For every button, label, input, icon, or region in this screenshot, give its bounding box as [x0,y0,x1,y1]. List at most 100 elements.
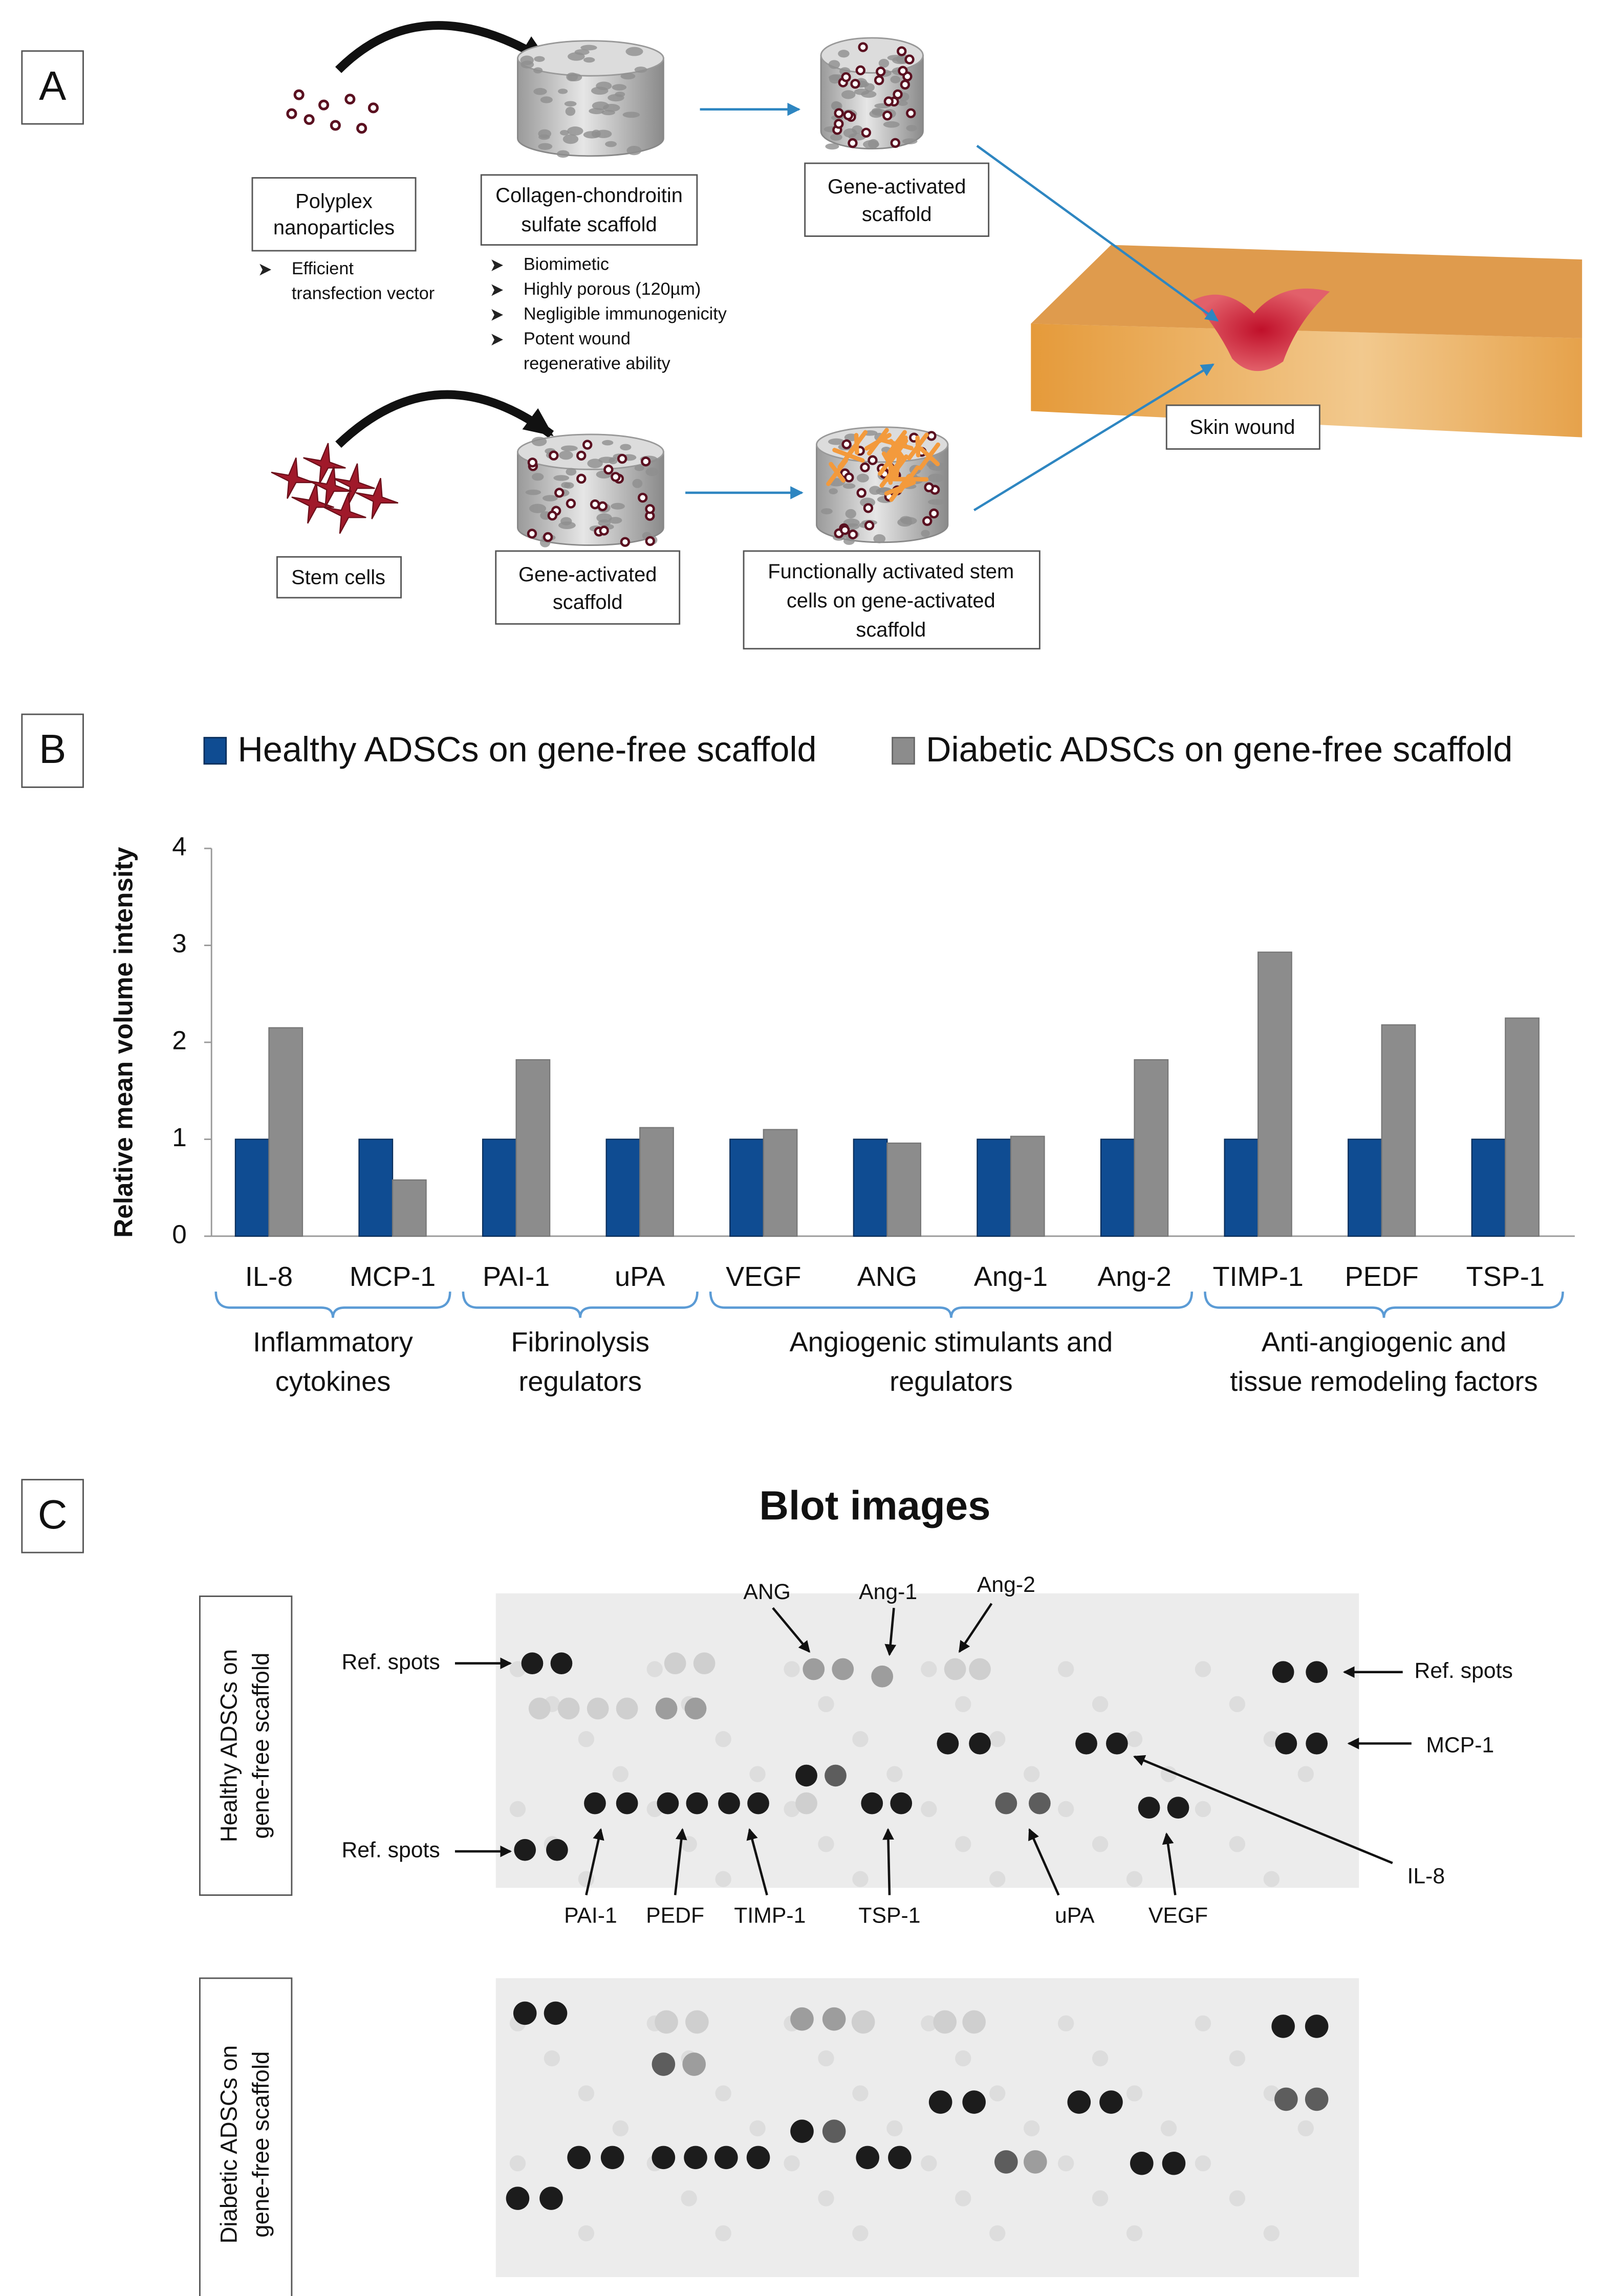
blot-spot [790,2119,814,2143]
blot-annotation: uPA [1055,1904,1095,1928]
scaffold-pore [868,139,879,149]
scaffold-pore [533,88,547,95]
blot-spot [652,2052,676,2076]
blot-spot [682,2052,706,2076]
x-tick-label: uPA [615,1261,665,1292]
group-label: regulators [890,1366,1013,1397]
blot-spot [1126,1731,1143,1747]
y-tick-label: 4 [172,832,187,861]
scaffold-pore [838,50,850,58]
activated-cell [918,442,941,470]
bullet-text: Negligible immunogenicity [524,304,727,323]
blot-spot [1057,1661,1074,1677]
blot-annotation: PEDF [646,1904,704,1928]
scaffold-pore [538,134,550,140]
bar [729,1139,764,1237]
polyplex-dot [527,529,537,539]
nanoparticle [293,89,305,100]
blot-spot [652,2146,676,2170]
bullet-marker [491,284,503,296]
polyplex-dot [543,532,553,542]
polyplex-dot [554,488,565,498]
process-arrow [335,390,554,448]
panel-label-box [21,50,84,125]
scaffold-pore [854,89,870,95]
blot-spot [544,2050,560,2067]
scaffold-icon [517,40,664,158]
figure-layer: A B C Polyplex nanoparticles Collagen-chondro… [21,21,1583,2296]
blot-spot [528,1697,551,1720]
blot-spot [1306,1732,1328,1755]
blot-annotation: Ref. spots [1415,1658,1513,1683]
scaffold-top [820,37,924,74]
bar [763,1129,798,1237]
stem-cell [332,463,375,505]
scaffold-pore [538,143,553,150]
box-label: scaffold [862,203,932,226]
y-tick-label: 0 [172,1219,187,1249]
polyplex-dot [848,529,858,540]
x-tick-label: PEDF [1345,1261,1419,1292]
blot-spot [1195,2015,1211,2031]
polyplex-dot [906,108,916,118]
blot-spot [749,2120,766,2137]
polyplex-dot [883,96,894,106]
blot-spot [612,1766,628,1782]
blot-spot [1024,2150,1047,2174]
bullet-text: Biomimetic [524,255,609,274]
blot-spot [1195,1661,1211,1677]
polyplex-dot [856,488,866,498]
label-box [251,177,417,252]
blot-spot [685,2010,709,2034]
scaffold-pore [626,145,642,156]
scaffold-pore [632,478,643,488]
polyplex-dot [897,46,907,56]
scaffold-pore [601,110,615,116]
blot-spot [655,2010,678,2034]
scaffold-pore [564,482,574,489]
blot-spot [1126,2225,1143,2242]
blot-annotation: MCP-1 [1426,1733,1494,1757]
scaffold-pore [560,517,572,526]
scaffold-pore [580,45,597,51]
bar [853,1139,888,1237]
scaffold-side [517,451,664,546]
scaffold-pore [567,126,583,136]
polyplex-dot [576,473,587,484]
box-label: Collagen-chondroitin [495,184,683,207]
blot-spot [888,2146,912,2170]
scaffold-pore [602,440,614,446]
bar [639,1127,674,1237]
blot-spot [1099,2090,1123,2114]
x-tick-label: TIMP-1 [1212,1261,1303,1292]
blot-spot [655,1697,678,1720]
activated-cell [846,430,868,458]
blot-spot [1297,1766,1314,1782]
group-bracket [462,1292,699,1318]
blot-spot [955,1696,971,1713]
polyplex-dot [611,472,621,482]
scaffold-icon [820,37,924,150]
blot-spot [749,1766,766,1782]
blot-spot [825,1764,847,1787]
blot-spot [546,1839,568,1861]
blot-spot [1138,1797,1160,1819]
blot-label-box [199,1977,293,2296]
blot-spot [1275,1732,1297,1755]
blot-annotation: TSP-1 [858,1904,920,1928]
blot-spot [955,2190,971,2206]
group-label: regulators [518,1366,642,1397]
blot-spot [616,1697,638,1720]
x-tick-label: Ang-2 [1097,1261,1171,1292]
scaffold-pore [564,101,577,107]
scaffold-pore [902,138,918,144]
blot-spot [937,1732,959,1755]
polyplex-dot [900,79,911,90]
blot-label: gene-free scaffold [248,2051,274,2238]
blot-spot [995,1792,1017,1814]
bullet-text: Efficient [292,259,354,278]
blot-spot [852,2225,869,2242]
scaffold-pore [842,483,856,489]
blot-annotation: IL-8 [1407,1864,1445,1889]
